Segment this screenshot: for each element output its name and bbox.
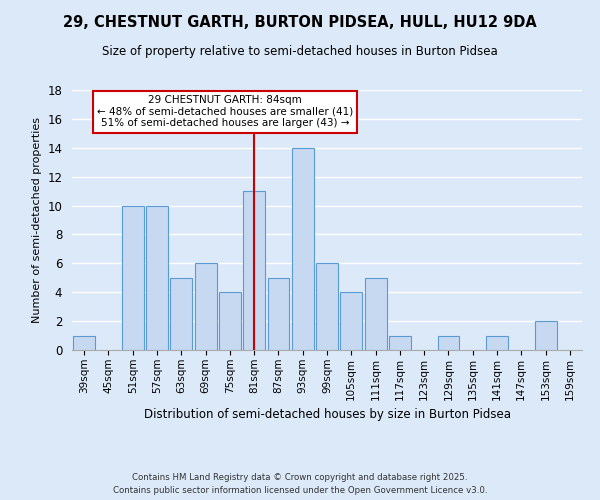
Text: Contains public sector information licensed under the Open Government Licence v3: Contains public sector information licen… (113, 486, 487, 495)
Bar (146, 206, 168, 350)
Bar (535, 321, 557, 350)
Bar (170, 278, 192, 350)
Bar (292, 148, 314, 350)
Bar (340, 292, 362, 350)
Y-axis label: Number of semi-detached properties: Number of semi-detached properties (32, 117, 42, 323)
Bar (243, 191, 265, 350)
Text: 29 CHESTNUT GARTH: 84sqm
← 48% of semi-detached houses are smaller (41)
51% of s: 29 CHESTNUT GARTH: 84sqm ← 48% of semi-d… (97, 95, 353, 128)
Text: Contains HM Land Registry data © Crown copyright and database right 2025.: Contains HM Land Registry data © Crown c… (132, 472, 468, 482)
Bar (316, 264, 338, 350)
Bar (268, 278, 289, 350)
Bar (365, 278, 386, 350)
Bar (437, 336, 460, 350)
Bar (389, 336, 411, 350)
X-axis label: Distribution of semi-detached houses by size in Burton Pidsea: Distribution of semi-detached houses by … (143, 408, 511, 421)
Bar (486, 336, 508, 350)
Bar (73, 336, 95, 350)
Bar (194, 264, 217, 350)
Text: Size of property relative to semi-detached houses in Burton Pidsea: Size of property relative to semi-detach… (102, 45, 498, 58)
Bar (219, 292, 241, 350)
Bar (122, 206, 143, 350)
Text: 29, CHESTNUT GARTH, BURTON PIDSEA, HULL, HU12 9DA: 29, CHESTNUT GARTH, BURTON PIDSEA, HULL,… (63, 15, 537, 30)
